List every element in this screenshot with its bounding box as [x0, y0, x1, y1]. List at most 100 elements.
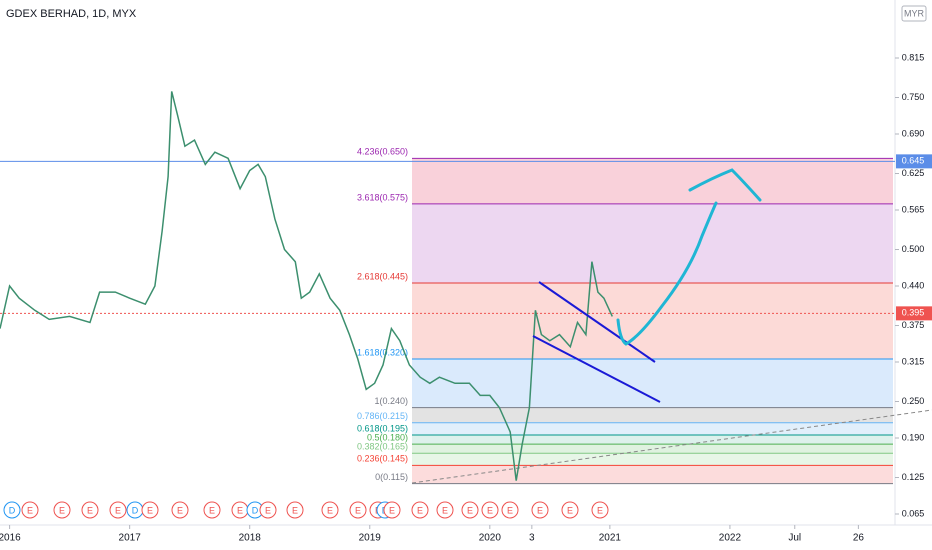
event-label: E [237, 505, 243, 515]
trend-line [411, 409, 932, 484]
y-tick-label: 0.250 [902, 396, 925, 406]
y-tick-label: 0.375 [902, 320, 925, 330]
currency: MYR [904, 8, 925, 18]
fib-label: 0.236(0.145) [357, 454, 408, 464]
event-label: E [209, 505, 215, 515]
event-badge [436, 501, 454, 519]
y-tick-label: 0.690 [902, 128, 925, 138]
event-badge [109, 501, 127, 519]
x-tick-label: 2018 [239, 533, 262, 544]
event-badge [203, 501, 221, 519]
fib-label: 3.618(0.575) [357, 192, 408, 202]
event-label: E [417, 505, 423, 515]
x-tick-label: 3 [529, 533, 535, 544]
y-tick-label: 0.440 [902, 280, 925, 290]
price-label: 0.395 [902, 308, 925, 318]
chart-title: GDEX BERHAD, 1D, MYX [6, 8, 137, 20]
event-badge [591, 501, 609, 519]
event-label: D [132, 505, 139, 515]
event-badge [481, 501, 499, 519]
x-tick-label: 2017 [119, 533, 142, 544]
y-tick-label: 0.565 [902, 204, 925, 214]
price-box [896, 154, 932, 169]
event-label: E [115, 505, 121, 515]
fib-band [412, 444, 893, 454]
event-badge [286, 501, 304, 519]
fib-label: 0.382(0.165) [357, 442, 408, 452]
event-badge [461, 501, 479, 519]
event-label: D [252, 505, 259, 515]
event-label: E [177, 505, 183, 515]
fib-band [412, 203, 893, 283]
fib-band [412, 282, 893, 359]
x-tick-label: 2019 [359, 533, 382, 544]
event-badge [141, 501, 159, 519]
event-label: E [292, 505, 298, 515]
x-tick-label: 2022 [719, 533, 742, 544]
fib-band [412, 358, 893, 408]
event-label: E [389, 505, 395, 515]
y-tick-label: 0.315 [902, 356, 925, 366]
channel-line [538, 281, 656, 363]
event-badge [561, 501, 579, 519]
fib-band [412, 465, 893, 484]
event-label: E [327, 505, 333, 515]
y-tick-label: 0.065 [902, 508, 925, 518]
event-badge [501, 501, 519, 519]
y-tick-label: 0.625 [902, 168, 925, 178]
fib-label: 0(0.115) [375, 472, 408, 482]
event-label: E [27, 505, 33, 515]
fib-band [412, 422, 893, 435]
y-tick-label: 0.815 [902, 52, 925, 62]
event-label: E [265, 505, 271, 515]
x-tick-label: 2016 [0, 533, 21, 544]
event-label: D [9, 505, 16, 515]
channel-line [532, 335, 661, 403]
event-label: E [442, 505, 448, 515]
y-tick-label: 0.500 [902, 244, 925, 254]
fib-label: 2.618(0.445) [357, 271, 408, 281]
fib-label: 1.618(0.320) [357, 347, 408, 357]
fib-label: 0.618(0.195) [357, 423, 408, 433]
event-badge [21, 501, 39, 519]
event-label: E [467, 505, 473, 515]
event-badge [349, 501, 367, 519]
event-label: E [355, 505, 361, 515]
event-badge [531, 501, 549, 519]
event-badge [411, 501, 429, 519]
y-tick-label: 0.125 [902, 472, 925, 482]
fib-band [412, 434, 893, 445]
price-line-series [0, 91, 613, 481]
price-label: 0.645 [902, 156, 925, 166]
x-tick-label: 26 [853, 533, 865, 544]
fib-label: 1(0.240) [374, 396, 408, 406]
event-label: E [59, 505, 65, 515]
price-box [896, 306, 932, 321]
fib-label: 0.786(0.215) [357, 411, 408, 421]
y-tick-label: 0.750 [902, 92, 925, 102]
event-badge [321, 501, 339, 519]
forecast-drawing [616, 168, 762, 346]
fib-label: 4.236(0.650) [357, 147, 408, 157]
fib-band [412, 158, 893, 204]
y-tick-label: 0.190 [902, 432, 925, 442]
event-badge [53, 501, 71, 519]
event-badge [3, 501, 21, 519]
fib-label: 0.5(0.180) [367, 432, 408, 442]
x-tick-label: 2020 [479, 533, 502, 544]
fib-band [412, 407, 893, 423]
x-tick-label: Jul [788, 533, 801, 544]
event-label: E [597, 505, 603, 515]
event-label: E [537, 505, 543, 515]
x-tick-label: 2021 [599, 533, 622, 544]
event-label: E [487, 505, 493, 515]
currency-box [901, 5, 927, 22]
event-badge [383, 501, 401, 519]
event-label: E [567, 505, 573, 515]
fib-band [412, 453, 893, 466]
event-badge [259, 501, 277, 519]
event-badge [171, 501, 189, 519]
event-badge [81, 501, 99, 519]
event-label: E [87, 505, 93, 515]
